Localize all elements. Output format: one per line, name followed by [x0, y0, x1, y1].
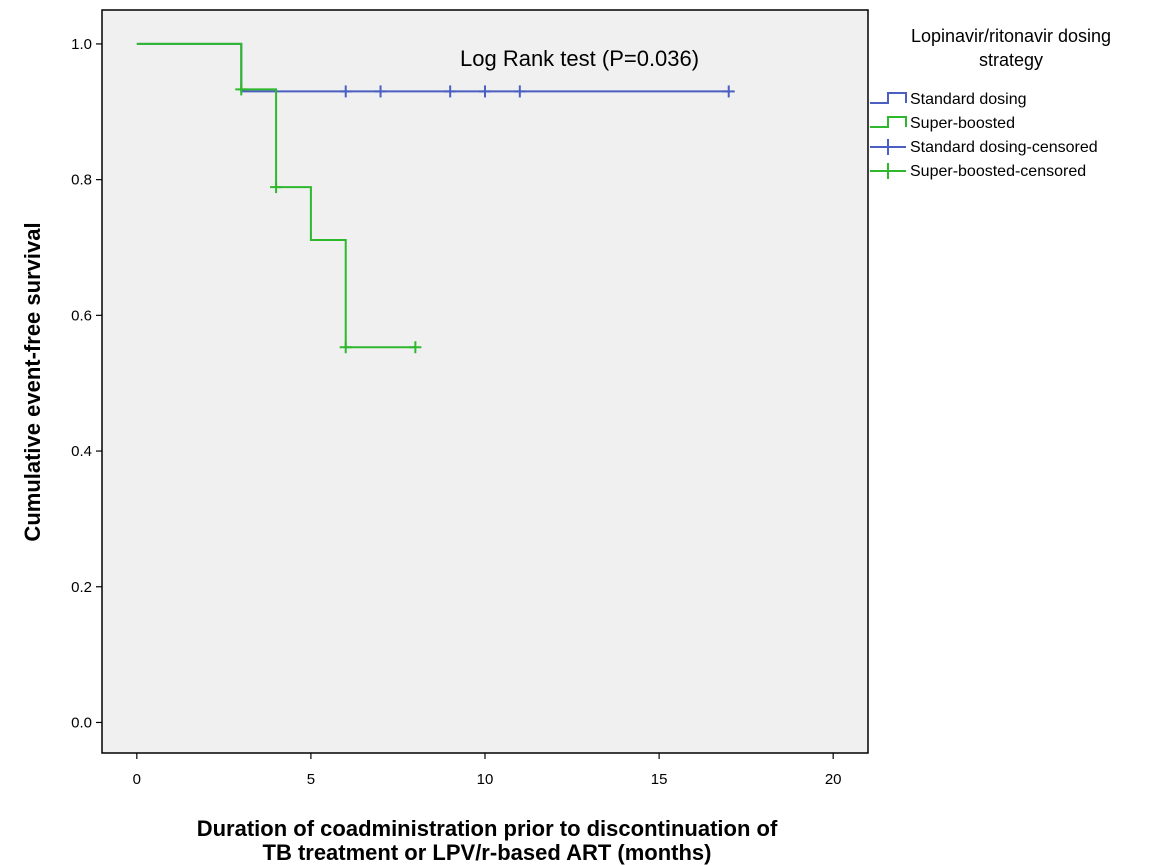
censor-mark-standard-dosing [722, 85, 735, 98]
legend-item-super-boosted: Super-boosted [870, 115, 1015, 132]
series-line-super-boosted [136, 42, 416, 349]
censor-mark-super-boosted [339, 341, 352, 354]
censor-mark-super-boosted [409, 341, 422, 354]
censor-mark-standard-dosing [339, 85, 352, 98]
y-tick-label: 0.4 [71, 443, 92, 460]
y-tick-label: 0.6 [71, 307, 92, 324]
x-tick-label: 0 [133, 771, 141, 788]
x-tick-label: 15 [651, 771, 668, 788]
x-axis-title-line2: TB treatment or LPV/r-based ART (months) [263, 840, 712, 865]
y-tick-label: 0.8 [71, 172, 92, 189]
y-tick-label: 1.0 [71, 36, 92, 53]
censor-mark-super-boosted [270, 181, 283, 194]
x-tick-label: 10 [477, 771, 494, 788]
censor-mark-standard-dosing [444, 85, 457, 98]
log-rank-annotation: Log Rank test (P=0.036) [460, 46, 699, 71]
censor-mark-super-boosted [235, 83, 248, 96]
y-tick-label: 0.2 [71, 579, 92, 596]
series-layer [136, 42, 735, 354]
legend-title-line2: strategy [979, 50, 1043, 70]
x-tick-label: 5 [307, 771, 315, 788]
legend: Lopinavir/ritonavir dosing strategy Stan… [870, 26, 1111, 180]
y-tick-label: 0.0 [71, 714, 92, 731]
legend-label: Standard dosing [910, 91, 1027, 108]
legend-swatch [870, 92, 907, 104]
plot-area [101, 9, 869, 754]
legend-label: Standard dosing-censored [910, 139, 1098, 156]
legend-item-standard-dosing: Standard dosing [870, 91, 1027, 108]
x-axis-title-line1: Duration of coadministration prior to di… [197, 816, 778, 841]
legend-item-super-boosted-censored: Super-boosted-censored [870, 163, 1086, 180]
y-axis-title: Cumulative event-free survival [20, 222, 45, 541]
censor-mark-standard-dosing [479, 85, 491, 98]
legend-label: Super-boosted [910, 115, 1015, 132]
censor-mark-standard-dosing [513, 85, 526, 98]
censor-mark-standard-dosing [374, 85, 387, 98]
axis-layer: 0 5 10 15 20 0.0 0.2 0.4 0.6 0.8 1.0 [71, 36, 841, 788]
legend-items: Standard dosing Super-boosted Standard dos… [870, 91, 1098, 180]
legend-label: Super-boosted-censored [910, 163, 1086, 180]
x-tick-label: 20 [825, 771, 842, 788]
legend-title-line1: Lopinavir/ritonavir dosing [911, 26, 1111, 46]
legend-item-standard-dosing-censored: Standard dosing-censored [870, 139, 1098, 156]
legend-swatch [870, 116, 907, 128]
